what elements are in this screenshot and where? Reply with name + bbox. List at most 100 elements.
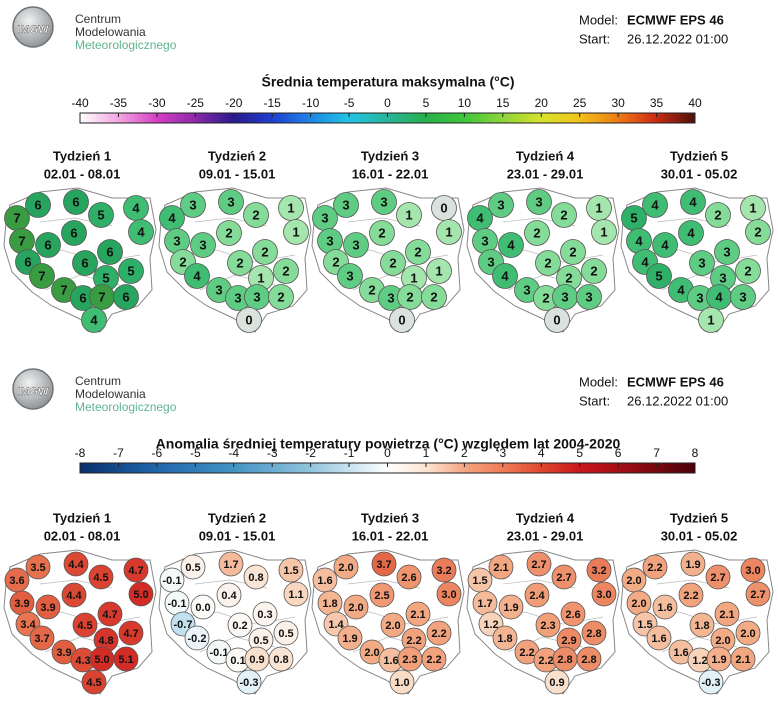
station-marker: [81, 669, 107, 695]
colorbar-cell: [510, 463, 515, 473]
colorbar-cell: [422, 113, 427, 123]
station-marker: [492, 263, 518, 289]
week-dates: 02.01 - 08.01: [44, 166, 121, 181]
colorbar-cell: [422, 463, 427, 473]
colorbar-cell: [237, 463, 242, 473]
colorbar-label: 40: [688, 96, 702, 110]
station-value: 1.5: [637, 619, 652, 631]
colorbar-cell: [625, 463, 631, 473]
colorbar-cell: [683, 463, 688, 473]
station-value: 0.5: [253, 635, 268, 647]
station-value: 1.2: [483, 619, 498, 631]
logo-line: Meteorologicznego: [75, 38, 177, 52]
colorbar-cell: [137, 113, 142, 123]
station-marker: [396, 202, 422, 228]
colorbar-cell: [187, 113, 192, 123]
logo-line: Modelowania: [75, 387, 146, 401]
station-value: 4.3: [75, 655, 90, 667]
station-value: 0.2: [232, 620, 247, 632]
colorbar-cell: [160, 113, 166, 123]
station-value: 4: [193, 268, 201, 283]
colorbar-cell: [260, 113, 265, 123]
station-value: 4: [661, 237, 669, 252]
colorbar-cell: [502, 113, 508, 123]
station-value: 6: [81, 255, 88, 270]
colorbar-cell: [245, 463, 250, 473]
station-value: 2.2: [519, 647, 534, 659]
colorbar-cell: [437, 113, 442, 123]
colorbar-cell: [233, 113, 239, 123]
colorbar-cell: [541, 113, 546, 123]
station-marker: [396, 564, 422, 590]
station-marker: [405, 239, 431, 265]
station-value: 3: [199, 237, 206, 252]
colorbar-cell: [529, 113, 535, 123]
colorbar-cell: [691, 113, 696, 123]
colorbar-cell: [545, 463, 550, 473]
week-label: Tydzień 5: [670, 148, 728, 163]
station-value: 3: [481, 233, 488, 248]
colorbar-cell: [183, 113, 189, 123]
colorbar-cell: [118, 463, 123, 473]
colorbar-cell: [414, 463, 419, 473]
station-value: 1: [410, 270, 417, 285]
station-value: 4.4: [68, 559, 84, 571]
colorbar-cell: [491, 113, 496, 123]
station-value: 2.0: [631, 598, 646, 610]
colorbar-cell: [279, 113, 285, 123]
colorbar-cell: [291, 113, 296, 123]
station-value: 1.6: [673, 647, 688, 659]
station-marker: [586, 557, 612, 583]
colorbar-cell: [222, 113, 227, 123]
station-value: 2: [261, 244, 268, 259]
colorbar-cell: [226, 113, 231, 123]
station-value: 1.9: [342, 633, 357, 645]
colorbar-cell: [675, 463, 681, 473]
station-value: 3: [215, 282, 222, 297]
station-value: 5: [630, 210, 637, 225]
station-value: 3: [719, 270, 726, 285]
station-value: 2.2: [406, 635, 421, 647]
station-value: 3: [342, 197, 349, 212]
colorbar-cell: [425, 113, 431, 123]
station-marker: [591, 219, 617, 245]
station-marker: [97, 239, 123, 265]
colorbar-cell: [495, 113, 500, 123]
station-value: 2: [225, 225, 232, 240]
colorbar-cell: [637, 463, 642, 473]
station-value: 6: [122, 289, 129, 304]
colorbar-cell: [299, 463, 304, 473]
station-marker: [97, 601, 123, 627]
colorbar-cell: [145, 113, 150, 123]
station-value: 3.9: [40, 602, 55, 614]
colorbar-cell: [375, 113, 381, 123]
station-marker: [389, 669, 415, 695]
colorbar-cell: [525, 113, 531, 123]
week-dates: 23.01 - 29.01: [507, 166, 584, 181]
colorbar-cell: [668, 113, 673, 123]
colorbar-cell: [129, 463, 135, 473]
colorbar-cell: [80, 463, 85, 473]
colorbar-cell: [533, 113, 538, 123]
colorbar-cell: [456, 463, 462, 473]
station-marker: [560, 239, 586, 265]
colorbar-cell: [179, 463, 185, 473]
colorbar-cell: [133, 463, 139, 473]
colorbar-cell: [356, 113, 362, 123]
colorbar-cell: [268, 113, 273, 123]
colorbar-cell: [214, 463, 219, 473]
colorbar-cell: [556, 463, 561, 473]
station-value: 4.5: [77, 620, 92, 632]
colorbar-cell: [310, 113, 315, 123]
colorbar-cell: [322, 113, 327, 123]
station-value: 2.2: [426, 654, 441, 666]
colorbar-cell: [176, 113, 181, 123]
station-marker: [333, 554, 359, 580]
station-value: 0: [440, 200, 447, 215]
colorbar-cell: [106, 113, 112, 123]
station-marker: [431, 557, 457, 583]
station-value: 2: [277, 289, 284, 304]
station-marker: [389, 307, 415, 333]
colorbar-cell: [168, 463, 173, 473]
station-marker: [642, 554, 668, 580]
